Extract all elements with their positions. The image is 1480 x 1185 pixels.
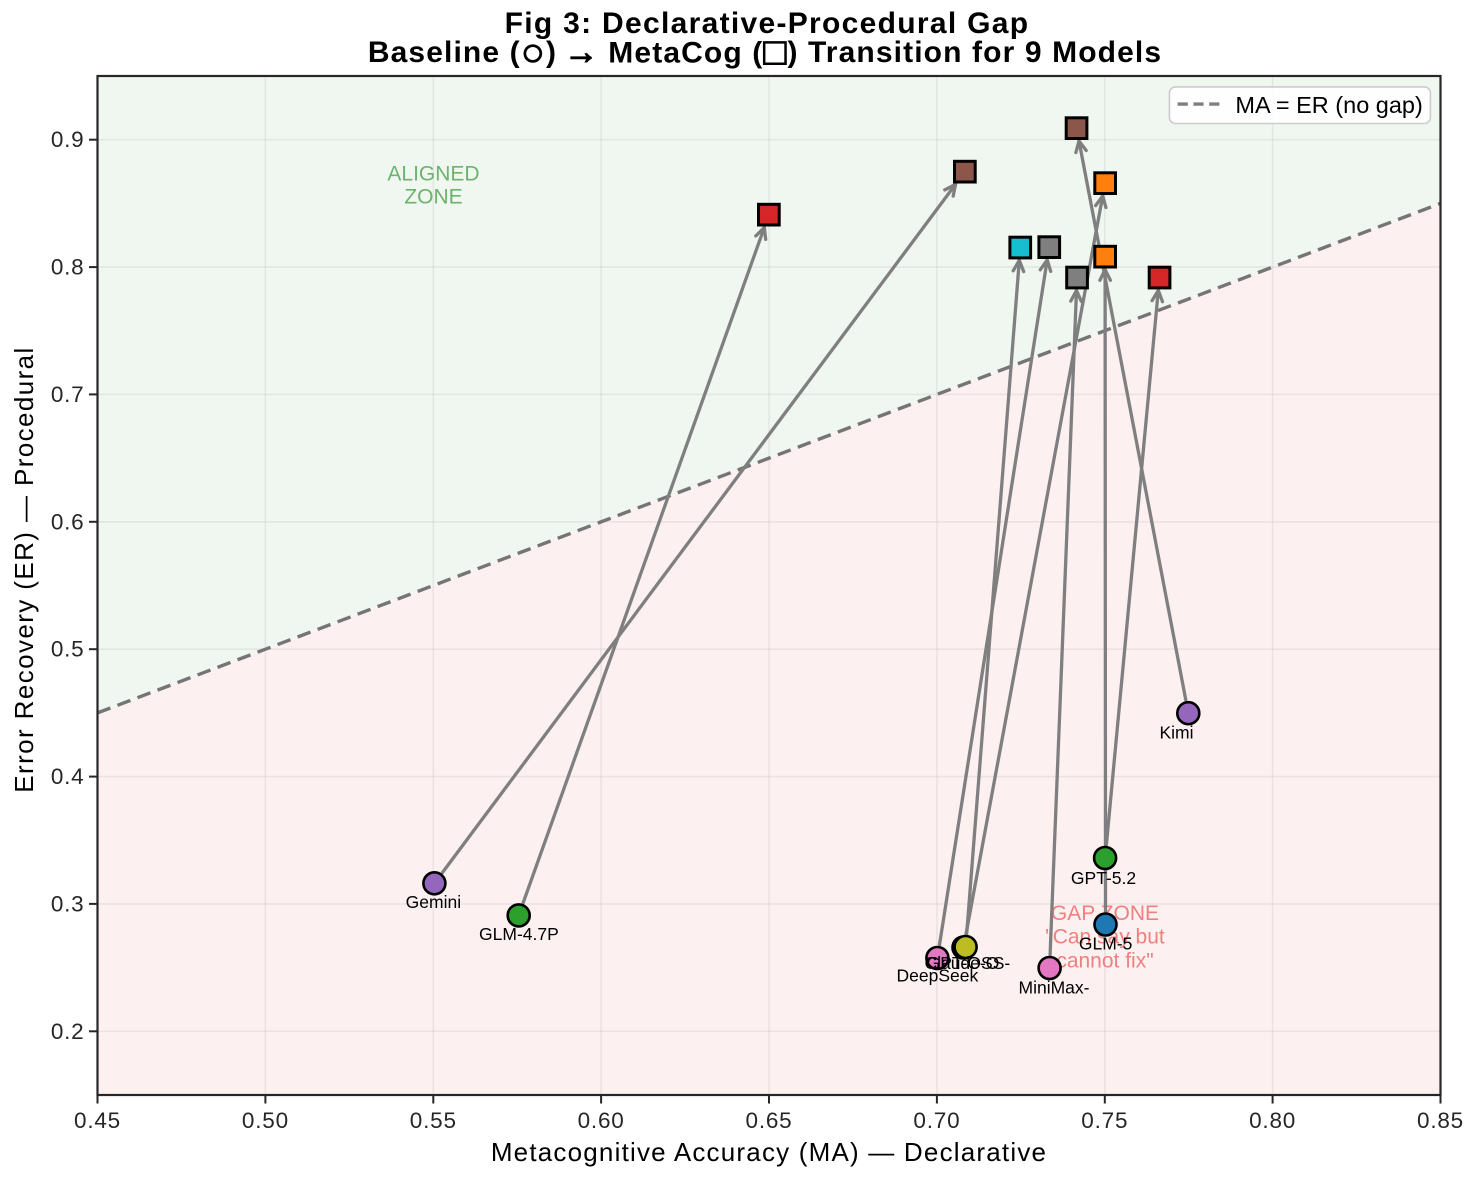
svg-text:0.2: 0.2	[51, 1019, 85, 1044]
svg-text:0.70: 0.70	[913, 1108, 960, 1133]
svg-text:0.85: 0.85	[1417, 1108, 1464, 1133]
svg-text:Metacognitive Accuracy (MA) —: Metacognitive Accuracy (MA) — Declarativ…	[491, 1137, 1047, 1167]
svg-text:0.7: 0.7	[51, 382, 85, 407]
svg-text:Error Recovery (ER) — Procedur: Error Recovery (ER) — Procedural	[9, 346, 39, 792]
svg-text:Gemini: Gemini	[406, 892, 461, 912]
svg-text:0.80: 0.80	[1249, 1108, 1296, 1133]
svg-text:0.9: 0.9	[51, 127, 85, 152]
svg-text:0.75: 0.75	[1081, 1108, 1128, 1133]
svg-text:0.4: 0.4	[51, 764, 85, 789]
svg-text:0.65: 0.65	[746, 1108, 793, 1133]
svg-text:0.45: 0.45	[74, 1108, 121, 1133]
svg-text:0.5: 0.5	[51, 637, 85, 662]
svg-text:ALIGNED: ALIGNED	[387, 163, 479, 186]
svg-text:Baseline (○)→MetaCog (□) Trans: Baseline (○)→MetaCog (□) Transition for …	[368, 31, 1162, 75]
svg-text:GLM-5: GLM-5	[1079, 933, 1132, 953]
svg-text:MA = ER (no gap): MA = ER (no gap)	[1235, 92, 1422, 118]
svg-text:0.3: 0.3	[51, 891, 85, 916]
svg-text:Kimi: Kimi	[1159, 723, 1193, 743]
svg-text:0.60: 0.60	[578, 1108, 625, 1133]
svg-text:0.50: 0.50	[242, 1108, 289, 1133]
svg-text:0.6: 0.6	[51, 509, 85, 534]
svg-text:GPT-5.2: GPT-5.2	[1071, 868, 1136, 888]
svg-text:GLM-4.7P: GLM-4.7P	[479, 924, 559, 944]
svg-text:0.8: 0.8	[51, 255, 85, 280]
svg-text:0.55: 0.55	[410, 1108, 457, 1133]
svg-text:MiniMax-: MiniMax-	[1019, 978, 1090, 998]
svg-text:ZONE: ZONE	[404, 186, 462, 209]
svg-text:GPT-OSS-: GPT-OSS-	[927, 953, 1011, 973]
